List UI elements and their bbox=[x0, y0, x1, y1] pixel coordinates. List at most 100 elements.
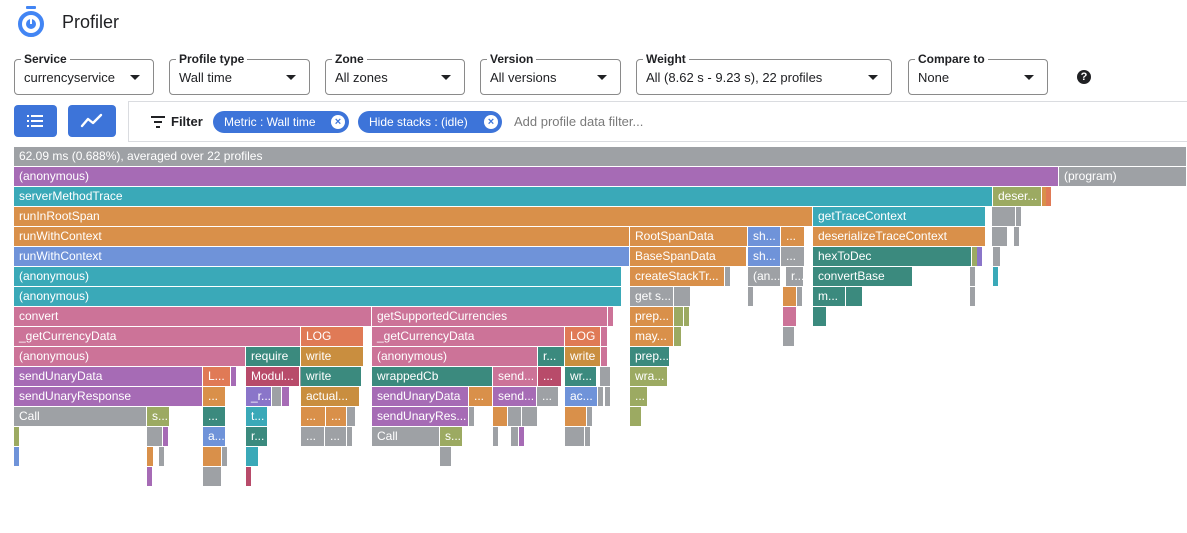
flame-frame[interactable] bbox=[605, 367, 611, 386]
flame-frame[interactable]: a... bbox=[203, 427, 226, 446]
flame-frame[interactable]: BaseSpanData bbox=[630, 247, 747, 266]
flame-frame[interactable]: t... bbox=[246, 407, 268, 426]
help-icon[interactable]: ? bbox=[1077, 70, 1091, 84]
flame-frame[interactable]: RootSpanData bbox=[630, 227, 748, 246]
flame-frame[interactable] bbox=[203, 447, 222, 466]
flame-frame[interactable] bbox=[797, 287, 803, 306]
flame-frame[interactable]: Modul... bbox=[246, 367, 300, 386]
flame-frame[interactable] bbox=[684, 307, 690, 326]
version-select[interactable]: Version All versions bbox=[480, 51, 621, 95]
flame-frame[interactable]: deserializeTraceContext bbox=[813, 227, 986, 246]
flame-frame[interactable]: sendUnaryData bbox=[372, 387, 469, 406]
flame-frame[interactable] bbox=[970, 267, 976, 286]
flame-frame[interactable]: send... bbox=[493, 387, 537, 406]
flame-frame[interactable] bbox=[601, 347, 608, 366]
flame-frame[interactable]: ... bbox=[538, 367, 562, 386]
flame-frame[interactable] bbox=[605, 387, 611, 406]
flame-frame[interactable]: _r... bbox=[246, 387, 272, 406]
flame-frame[interactable] bbox=[159, 447, 165, 466]
flame-frame[interactable] bbox=[783, 307, 797, 326]
filter-chip-metric[interactable]: Metric : Wall time × bbox=[213, 111, 349, 133]
flame-frame[interactable]: runWithContext bbox=[14, 247, 630, 266]
flame-frame[interactable]: serverMethodTrace bbox=[14, 187, 993, 206]
flame-frame[interactable]: (an... bbox=[748, 267, 781, 286]
trend-view-button[interactable] bbox=[68, 105, 116, 137]
flame-frame[interactable] bbox=[147, 427, 163, 446]
flame-frame[interactable] bbox=[970, 287, 976, 306]
flame-frame[interactable] bbox=[565, 407, 587, 426]
flame-frame[interactable]: wr... bbox=[565, 367, 597, 386]
flame-summary[interactable]: 62.09 ms (0.688%), averaged over 22 prof… bbox=[14, 147, 1187, 166]
flame-frame[interactable] bbox=[493, 427, 499, 446]
flame-frame[interactable]: s... bbox=[440, 427, 463, 446]
flame-frame[interactable]: (anonymous) bbox=[14, 267, 622, 286]
flame-frame[interactable]: s... bbox=[147, 407, 170, 426]
flame-frame[interactable] bbox=[440, 447, 452, 466]
flame-frame[interactable]: sh... bbox=[748, 227, 781, 246]
flame-frame[interactable] bbox=[282, 387, 290, 406]
flame-frame[interactable]: send... bbox=[493, 367, 538, 386]
flame-frame[interactable] bbox=[1014, 227, 1020, 246]
flame-frame[interactable] bbox=[222, 447, 228, 466]
flame-frame[interactable]: sh... bbox=[748, 247, 781, 266]
flame-frame[interactable] bbox=[469, 407, 475, 426]
flame-frame[interactable] bbox=[674, 307, 684, 326]
flame-frame[interactable] bbox=[147, 467, 153, 486]
flame-frame[interactable]: convert bbox=[14, 307, 372, 326]
flame-frame[interactable]: LOG bbox=[565, 327, 601, 346]
flame-frame[interactable] bbox=[231, 367, 237, 386]
flame-frame[interactable]: m... bbox=[813, 287, 846, 306]
flame-frame[interactable]: Call bbox=[372, 427, 440, 446]
flame-frame[interactable] bbox=[846, 287, 863, 306]
flame-frame[interactable]: actual... bbox=[301, 387, 360, 406]
flame-frame[interactable]: getTraceContext bbox=[813, 207, 986, 226]
flame-frame[interactable]: ... bbox=[301, 427, 325, 446]
flame-frame[interactable]: runWithContext bbox=[14, 227, 630, 246]
flame-frame[interactable] bbox=[725, 267, 731, 286]
flame-frame[interactable] bbox=[565, 427, 585, 446]
flame-frame[interactable] bbox=[992, 207, 1016, 226]
flame-frame[interactable] bbox=[977, 247, 983, 266]
flame-frame[interactable]: prep... bbox=[630, 347, 670, 366]
flame-frame[interactable]: may... bbox=[630, 327, 674, 346]
zone-select[interactable]: Zone All zones bbox=[325, 51, 465, 95]
flame-frame[interactable]: _getCurrencyData bbox=[14, 327, 301, 346]
flame-frame[interactable] bbox=[272, 387, 282, 406]
flame-frame[interactable]: convertBase bbox=[813, 267, 913, 286]
flame-frame[interactable] bbox=[147, 447, 154, 466]
flame-frame[interactable]: ... bbox=[203, 387, 226, 406]
flame-frame[interactable] bbox=[519, 427, 525, 446]
flame-frame[interactable]: write bbox=[565, 347, 601, 366]
flame-frame[interactable]: write bbox=[301, 347, 364, 366]
flame-frame[interactable]: Call bbox=[14, 407, 147, 426]
flame-frame[interactable]: ... bbox=[630, 387, 648, 406]
profile-type-select[interactable]: Profile type Wall time bbox=[169, 51, 310, 95]
flame-frame[interactable] bbox=[674, 327, 682, 346]
flame-frame[interactable] bbox=[1046, 187, 1052, 206]
flame-frame[interactable]: (anonymous) bbox=[14, 287, 622, 306]
flame-frame[interactable] bbox=[508, 407, 522, 426]
flame-frame[interactable] bbox=[347, 427, 353, 446]
flame-frame[interactable]: ... bbox=[325, 427, 347, 446]
flame-frame[interactable]: wrappedCb bbox=[372, 367, 493, 386]
chip-close-icon[interactable]: × bbox=[331, 115, 345, 129]
flame-frame[interactable]: (program) bbox=[1059, 167, 1187, 186]
service-select[interactable]: Service currencyservice bbox=[14, 51, 154, 95]
flame-frame[interactable]: (anonymous) bbox=[372, 347, 538, 366]
flame-frame[interactable]: createStackTr... bbox=[630, 267, 725, 286]
flame-frame[interactable]: ... bbox=[469, 387, 493, 406]
flame-frame[interactable] bbox=[608, 307, 614, 326]
flame-frame[interactable] bbox=[813, 307, 827, 326]
compare-to-select[interactable]: Compare to None bbox=[908, 51, 1048, 95]
flame-frame[interactable]: (anonymous) bbox=[14, 347, 246, 366]
flame-frame[interactable]: sendUnaryRes... bbox=[372, 407, 469, 426]
flame-frame[interactable]: ... bbox=[781, 227, 805, 246]
flame-frame[interactable]: ... bbox=[301, 407, 326, 426]
flame-frame[interactable] bbox=[585, 427, 591, 446]
flame-frame[interactable]: write bbox=[301, 367, 362, 386]
flame-frame[interactable]: _getCurrencyData bbox=[372, 327, 565, 346]
flame-frame[interactable] bbox=[14, 447, 20, 466]
flame-frame[interactable]: ... bbox=[537, 387, 559, 406]
flame-frame[interactable] bbox=[1016, 207, 1022, 226]
flame-frame[interactable]: runInRootSpan bbox=[14, 207, 813, 226]
